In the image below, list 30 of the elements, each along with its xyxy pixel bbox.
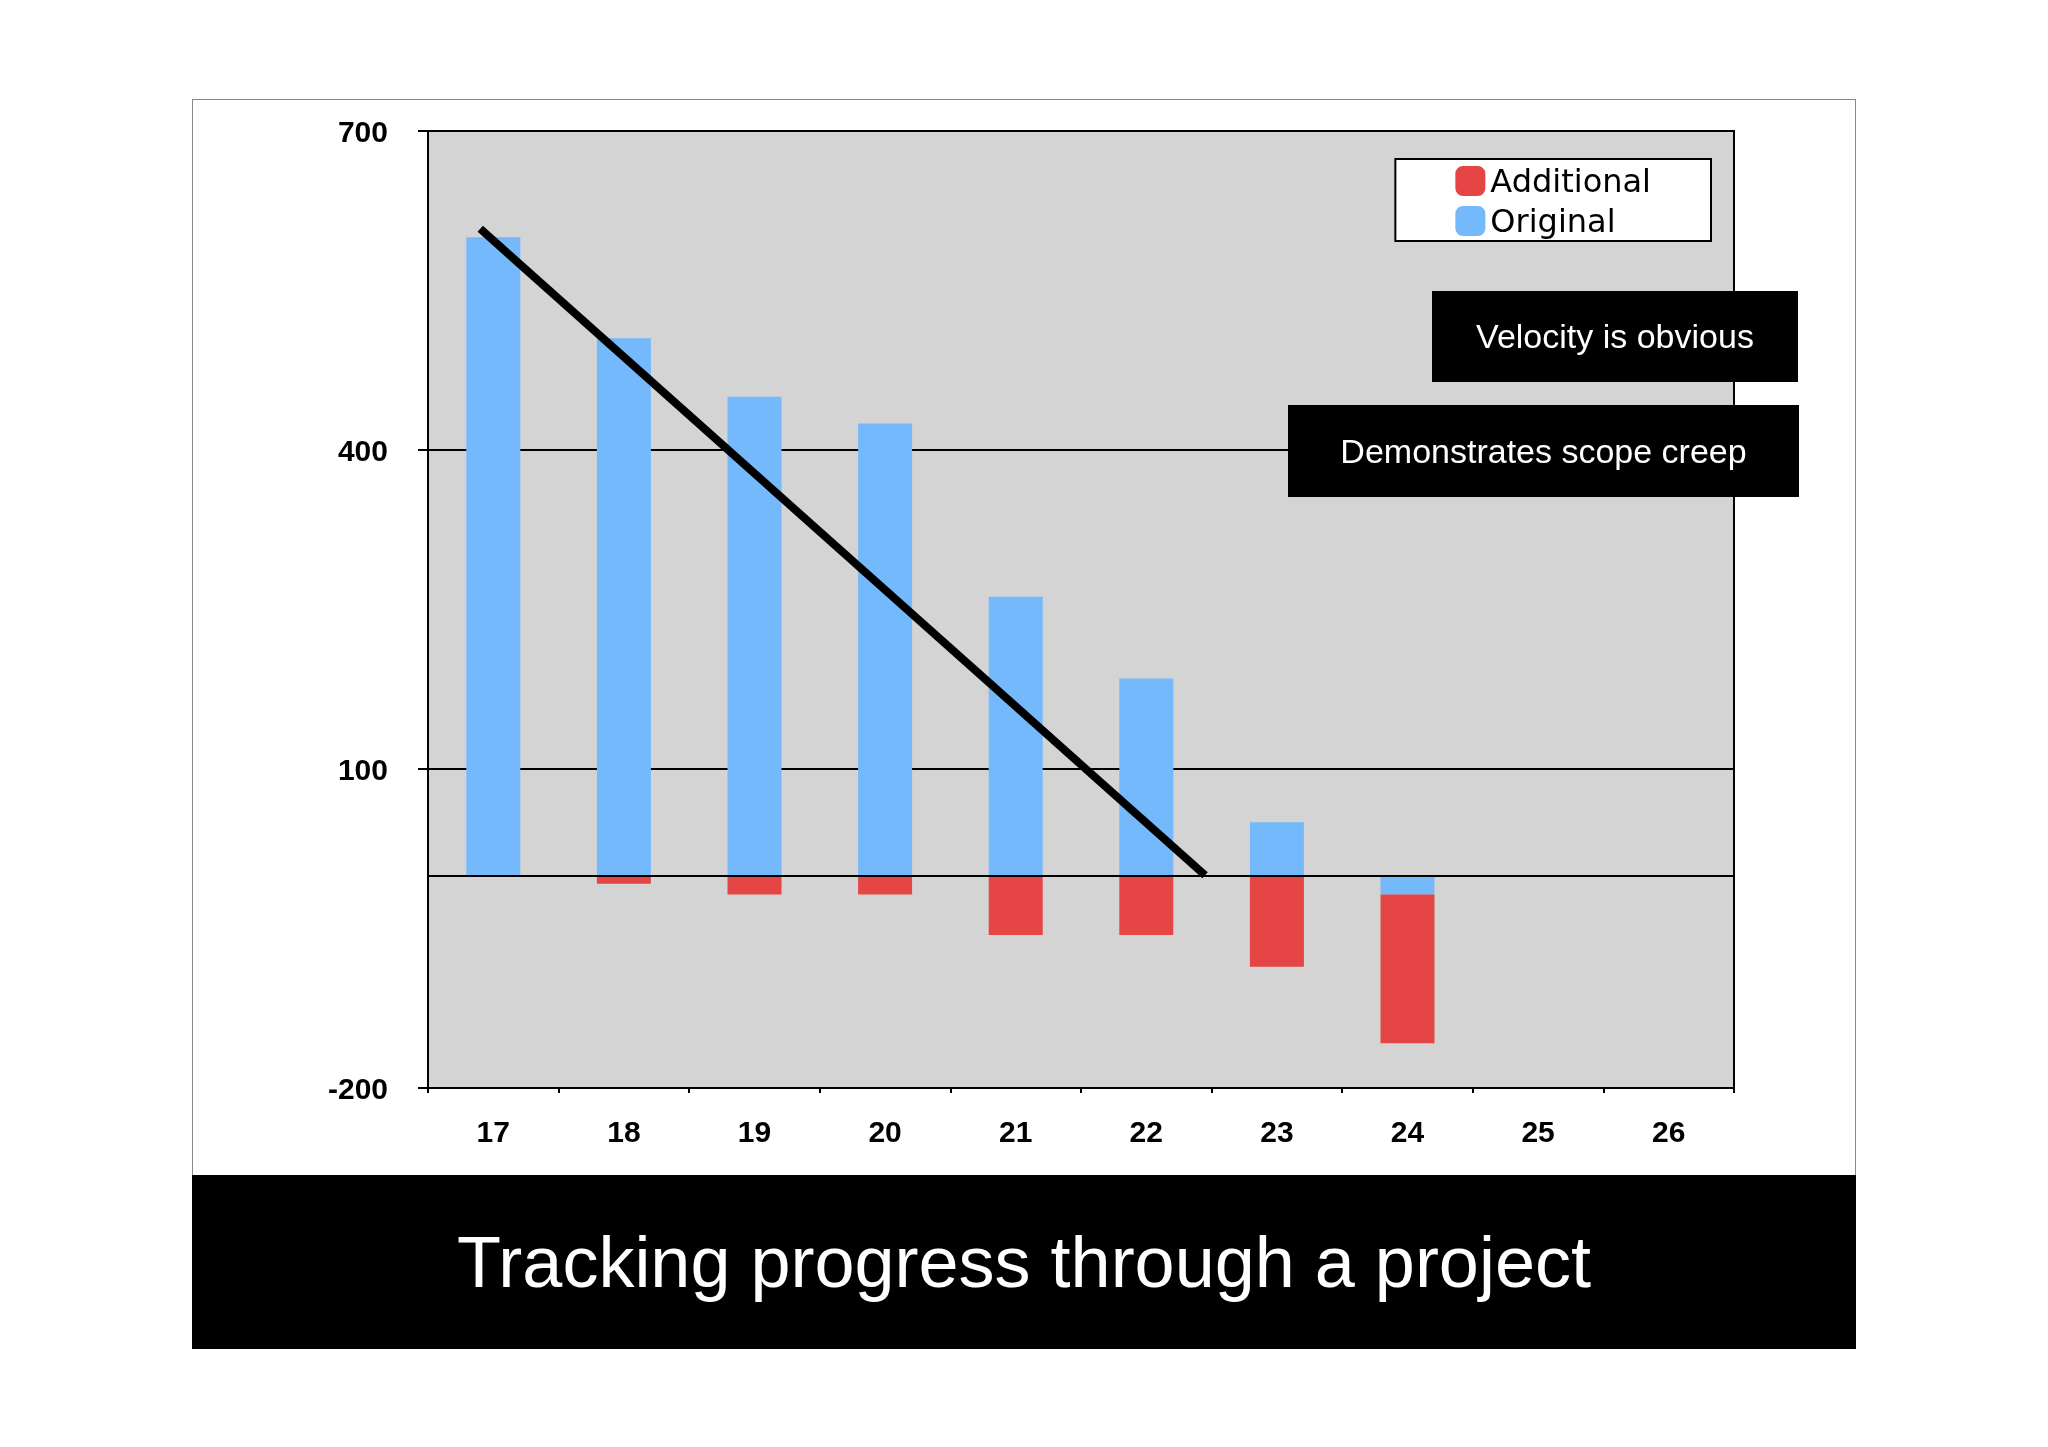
annotation: Velocity is obvious: [1432, 291, 1798, 382]
y-tick-label: -200: [327, 1071, 388, 1105]
x-tick-label: 22: [1129, 1114, 1163, 1148]
x-tick-label: 25: [1521, 1114, 1555, 1148]
x-tick-label: 23: [1260, 1114, 1294, 1148]
x-tick-label: 21: [999, 1114, 1033, 1148]
bar: [1119, 678, 1174, 876]
y-tick-label: 400: [337, 433, 388, 467]
bar: [1119, 875, 1174, 935]
bar: [988, 875, 1043, 935]
bar: [1249, 875, 1304, 967]
x-tick-label: 18: [607, 1114, 641, 1148]
y-tick-label: 700: [337, 114, 388, 148]
bar: [727, 396, 782, 876]
annotation: Demonstrates scope creep: [1288, 405, 1799, 497]
x-tick-label: 20: [868, 1114, 902, 1148]
y-tick-label: 100: [337, 752, 388, 786]
bar: [1249, 822, 1304, 876]
bar: [858, 423, 913, 876]
x-tick-label: 19: [737, 1114, 772, 1148]
bar: [988, 596, 1043, 876]
bar: [1380, 894, 1435, 1044]
bar: [466, 237, 521, 876]
x-tick-label: 24: [1390, 1114, 1425, 1148]
x-tick-label: 17: [476, 1114, 510, 1148]
legend-label: Additional: [1490, 162, 1651, 200]
legend-label: Original: [1490, 202, 1616, 240]
x-tick-label: 26: [1652, 1114, 1686, 1148]
text: Tracking progress through a project: [192, 1175, 1856, 1349]
bar: [596, 338, 651, 876]
